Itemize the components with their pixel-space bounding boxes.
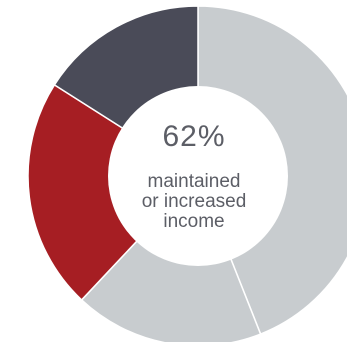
- center-caption-line-2: or increased: [142, 191, 247, 212]
- center-caption-line-3: income: [163, 211, 224, 232]
- center-percentage: 62%: [162, 120, 225, 153]
- donut-hole: [108, 86, 288, 266]
- center-caption-line-1: maintained: [148, 171, 241, 192]
